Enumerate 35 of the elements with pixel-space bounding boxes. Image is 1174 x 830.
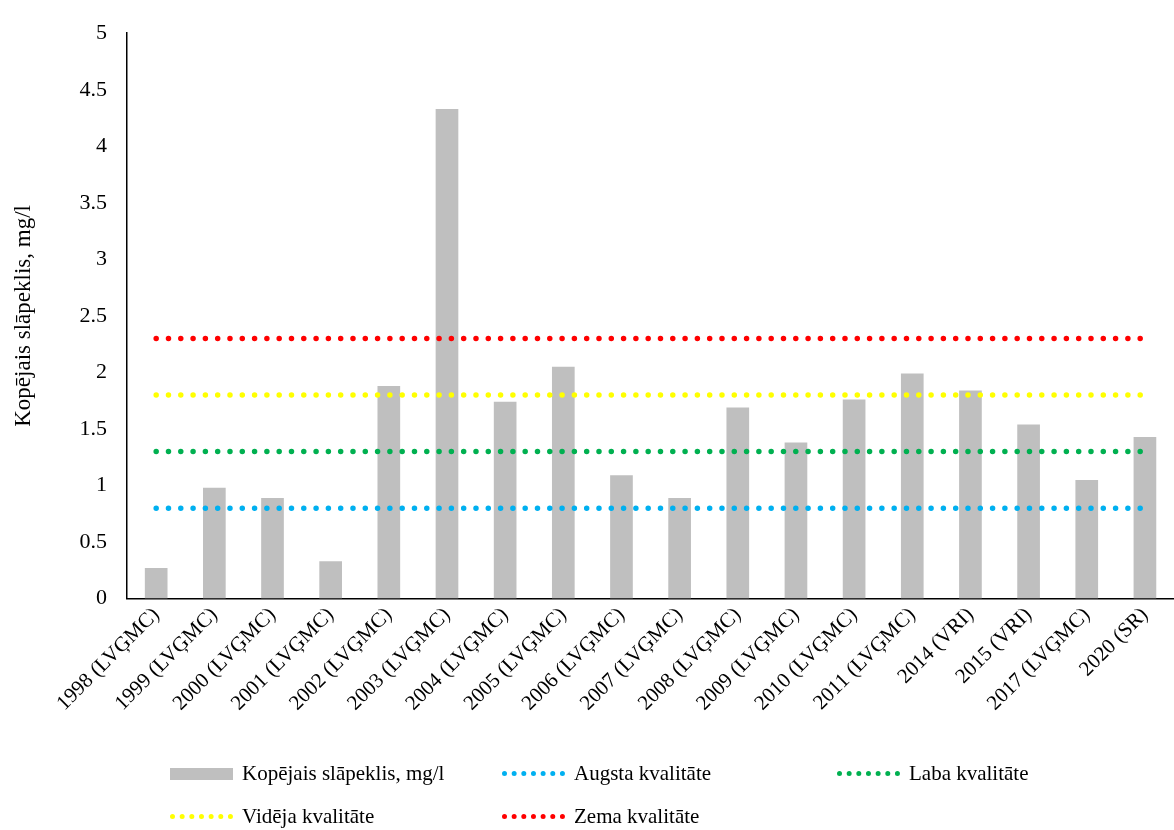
y-tick-label: 5 (96, 18, 108, 44)
bar (435, 108, 459, 599)
bar (610, 475, 633, 599)
legend-label: Laba kvalitāte (909, 761, 1029, 786)
legend-label: Vidēja kvalitāte (242, 804, 375, 829)
y-tick-label: 2.5 (79, 301, 108, 327)
y-tick-label: 3.5 (79, 188, 108, 214)
bar (668, 497, 691, 599)
y-tick-label: 2 (96, 358, 108, 384)
legend-label: Kopējais slāpeklis, mg/l (242, 761, 445, 786)
bar (726, 407, 750, 599)
bar (144, 568, 168, 599)
bar (1017, 424, 1040, 599)
bar (1133, 436, 1157, 599)
y-tick-label: 0 (96, 584, 108, 610)
bar (784, 442, 808, 599)
bar (842, 399, 866, 599)
bar (261, 497, 284, 599)
bar (319, 561, 343, 599)
bar (1075, 479, 1099, 599)
y-tick-label: 1 (96, 471, 108, 497)
y-tick-label: 4.5 (79, 75, 108, 101)
bar (900, 373, 924, 599)
legend-label: Zema kvalitāte (574, 804, 700, 829)
bar (203, 487, 226, 599)
bar (493, 401, 517, 599)
bar (551, 366, 575, 599)
y-axis-title: Kopējais slāpeklis, mg/l (9, 205, 35, 427)
bar (377, 386, 401, 599)
legend-label: Augsta kvalitāte (574, 761, 712, 786)
bar (959, 390, 982, 599)
y-tick-label: 4 (96, 132, 108, 158)
y-tick-label: 1.5 (79, 414, 108, 440)
y-tick-label: 3 (96, 245, 108, 271)
y-tick-label: 0.5 (79, 527, 108, 553)
